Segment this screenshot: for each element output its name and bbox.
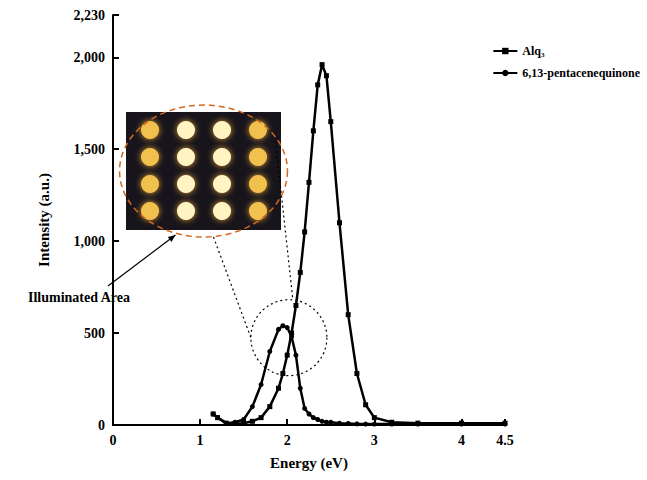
svg-text:2: 2: [284, 433, 291, 448]
svg-text:Energy (eV): Energy (eV): [270, 455, 348, 472]
svg-text:6,13-pentacenequinone: 6,13-pentacenequinone: [522, 66, 640, 80]
svg-text:2,000: 2,000: [74, 50, 106, 65]
svg-text:1,000: 1,000: [74, 234, 106, 249]
svg-text:0: 0: [98, 418, 105, 433]
svg-text:Illuminated Area: Illuminated Area: [28, 290, 130, 305]
svg-text:4: 4: [458, 433, 465, 448]
svg-text:0: 0: [110, 433, 117, 448]
svg-text:3: 3: [371, 433, 378, 448]
svg-text:Alq₃: Alq₃: [522, 44, 545, 58]
svg-text:1,500: 1,500: [74, 142, 106, 157]
svg-text:500: 500: [84, 326, 105, 341]
svg-text:4.5: 4.5: [496, 433, 514, 448]
svg-text:Intensity (a.u.): Intensity (a.u.): [36, 173, 53, 267]
svg-text:2,230: 2,230: [74, 8, 106, 23]
svg-text:1: 1: [197, 433, 204, 448]
